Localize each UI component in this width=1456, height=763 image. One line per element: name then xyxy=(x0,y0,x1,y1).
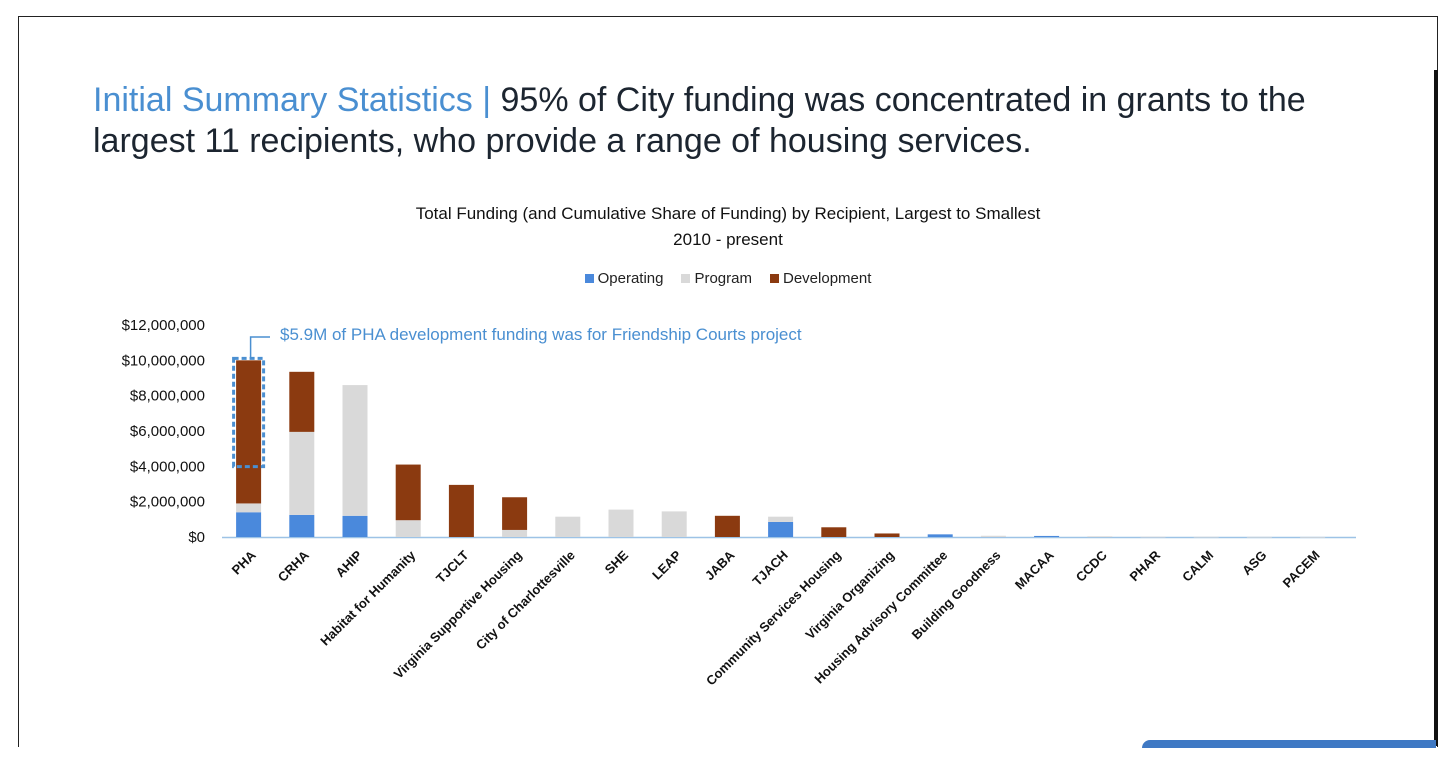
bar-program xyxy=(608,509,634,537)
bar-program xyxy=(1246,536,1272,538)
bar-program xyxy=(661,511,687,537)
y-tick-label: $10,000,000 xyxy=(122,352,205,369)
x-tick-label: CRHA xyxy=(275,547,313,585)
x-tick-label: SHE xyxy=(602,547,632,577)
bar-program xyxy=(1193,536,1219,538)
annotation-box xyxy=(232,356,266,469)
bar-operating xyxy=(927,534,953,537)
y-tick-label: $2,000,000 xyxy=(130,494,205,511)
slide-title-lead: Initial Summary Statistics | xyxy=(93,81,501,119)
x-tick-label: PHA xyxy=(229,547,259,577)
bar-program xyxy=(555,516,581,537)
x-tick-label: TJACH xyxy=(749,548,790,589)
x-tick-label: PACEM xyxy=(1280,548,1323,591)
y-tick-label: $4,000,000 xyxy=(130,458,205,475)
legend-item-development: Development xyxy=(770,270,871,287)
legend-label-operating: Operating xyxy=(597,270,664,287)
x-tick-label: JABA xyxy=(702,547,738,583)
bar-development xyxy=(289,371,315,432)
annotation-text: $5.9M of PHA development funding was for… xyxy=(280,325,802,344)
bar-program xyxy=(502,529,528,537)
bottom-accent-bar xyxy=(1142,740,1436,748)
bar-operating xyxy=(1034,535,1060,537)
bar-development xyxy=(395,464,421,521)
x-tick-label: TJCLT xyxy=(433,547,472,586)
x-tick-label: City of Charlottesville xyxy=(473,548,578,653)
bar-operating xyxy=(768,521,794,537)
x-tick-label: AHIP xyxy=(333,547,366,580)
legend-item-program: Program xyxy=(681,270,752,287)
bar-program xyxy=(1300,536,1326,538)
bar-development xyxy=(448,484,474,537)
legend-swatch-program xyxy=(681,274,691,283)
x-tick-label: CALM xyxy=(1179,548,1216,585)
y-tick-label: $12,000,000 xyxy=(122,317,205,334)
bar-development xyxy=(821,527,847,537)
bar-operating xyxy=(289,514,315,537)
x-tick-label: MACAA xyxy=(1012,547,1057,592)
chart-title: Total Funding (and Cumulative Share of F… xyxy=(415,204,1041,223)
bar-program xyxy=(1140,536,1166,538)
annotation-connector xyxy=(249,336,270,359)
slide-edge xyxy=(1434,70,1438,746)
legend-item-operating: Operating xyxy=(584,270,664,287)
x-tick-label: LEAP xyxy=(649,547,684,582)
legend-label-program: Program xyxy=(694,270,752,287)
bar-program xyxy=(768,516,794,522)
x-tick-label: CCDC xyxy=(1073,547,1111,585)
bar-development xyxy=(502,497,528,530)
x-tick-label: Habitat for Humanity xyxy=(317,547,419,649)
legend-swatch-development xyxy=(770,274,779,283)
bar-development xyxy=(236,360,262,504)
legend-label-development: Development xyxy=(783,270,872,287)
bar-program xyxy=(980,535,1006,537)
chart-subtitle: 2010 - present xyxy=(673,230,783,249)
bar-program xyxy=(342,385,368,516)
bar-operating xyxy=(342,515,368,537)
slide-title-rest: 95% of City funding was concentrated in … xyxy=(93,81,1306,160)
bar-program xyxy=(289,431,315,515)
y-tick-label: $6,000,000 xyxy=(130,423,205,440)
x-tick-label: PHAR xyxy=(1126,547,1163,584)
legend-swatch-operating xyxy=(584,274,594,283)
bar-program xyxy=(395,520,421,537)
x-tick-label: ASG xyxy=(1239,548,1270,579)
x-tick-label: Virginia Organizing xyxy=(802,547,897,642)
bar-development xyxy=(714,515,740,537)
y-tick-label: $0 xyxy=(188,529,205,546)
bar-program xyxy=(236,503,262,513)
x-tick-label: Building Goodness xyxy=(909,548,1004,643)
bar-development xyxy=(874,533,900,537)
chart-legend: Operating Program Development xyxy=(200,270,1256,287)
y-tick-label: $8,000,000 xyxy=(130,388,205,405)
slide-title: Initial Summary Statistics | 95% of City… xyxy=(93,80,1393,162)
bar-program xyxy=(1087,536,1113,538)
bar-operating xyxy=(236,512,262,537)
